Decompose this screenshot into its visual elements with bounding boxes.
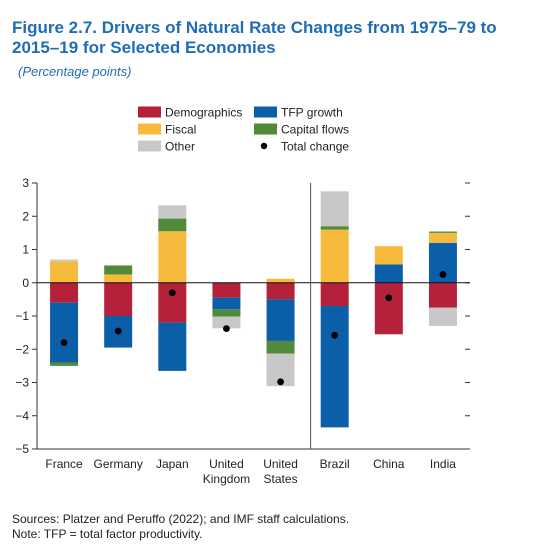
- bar-segment-other: [428, 307, 457, 326]
- y-tick-label: 2: [22, 209, 29, 223]
- bar-segment-capital-flows: [50, 362, 79, 366]
- figure-notes: Sources: Platzer and Peruffo (2022); and…: [12, 512, 532, 542]
- x-category-label: United: [263, 457, 298, 471]
- bar-segment-fiscal: [374, 246, 403, 265]
- y-tick-label: 0: [22, 276, 29, 290]
- x-category-label: Japan: [156, 457, 189, 471]
- legend-swatch-capital-flows: [254, 123, 277, 135]
- total-change-point: [168, 289, 176, 297]
- x-category-label: States: [264, 472, 298, 486]
- bar-segment-demographics: [320, 282, 349, 307]
- sources-note: Sources: Platzer and Peruffo (2022); and…: [12, 512, 350, 526]
- bar-segment-demographics: [428, 282, 457, 308]
- bar-segment-capital-flows: [320, 226, 349, 230]
- x-category-label: Kingdom: [203, 472, 250, 486]
- legend-label-total-change: Total change: [281, 140, 349, 154]
- y-tick-label: −2: [15, 342, 29, 356]
- bar-segment-fiscal: [50, 261, 79, 283]
- figure-title-line-2: 2015–19 for Selected Economies: [12, 38, 276, 57]
- bar-segment-capital-flows: [212, 309, 241, 317]
- legend-swatch-tfp-growth: [254, 106, 277, 118]
- bar-segment-other: [158, 205, 187, 219]
- bar-segment-fiscal: [320, 229, 349, 283]
- bar-segment-tfp-growth: [320, 306, 349, 428]
- bar-segment-fiscal: [158, 231, 187, 283]
- total-change-point: [277, 378, 284, 386]
- y-tick-label: 3: [22, 176, 29, 190]
- bar-segment-fiscal: [428, 232, 457, 243]
- total-change-point: [223, 325, 230, 333]
- x-category-label: India: [430, 457, 456, 471]
- x-category-label: China: [373, 457, 405, 471]
- bar-segment-fiscal: [104, 274, 133, 283]
- legend-label-demographics: Demographics: [165, 106, 242, 120]
- figure-title-line-1: Figure 2.7. Drivers of Natural Rate Chan…: [12, 18, 497, 37]
- legend-label-fiscal: Fiscal: [165, 123, 196, 137]
- bar-segment-capital-flows: [104, 265, 133, 275]
- figure-subtitle: (Percentage points): [18, 64, 132, 79]
- bar-segment-demographics: [212, 282, 241, 298]
- y-tick-label: −4: [15, 409, 29, 423]
- y-tick-label: −1: [15, 309, 29, 323]
- bar-segment-demographics: [50, 282, 79, 303]
- total-change-point: [439, 271, 447, 278]
- legend-marker-total-change: [260, 142, 268, 150]
- bar-segment-tfp-growth: [50, 302, 79, 363]
- total-change-point: [331, 331, 339, 339]
- stacked-bar-chart: Demographics TFP growth Fiscal Capital flow…: [15, 106, 470, 486]
- bar-segment-tfp-growth: [266, 299, 295, 341]
- bar-segment-demographics: [266, 282, 295, 300]
- legend-swatch-fiscal: [138, 123, 161, 135]
- legend-swatch-demographics: [138, 106, 161, 118]
- bar-segment-other: [212, 316, 241, 329]
- bar-segment-capital-flows: [428, 231, 457, 233]
- bar-segment-capital-flows: [266, 340, 295, 354]
- bar-segment-demographics: [158, 282, 187, 323]
- y-tick-label: 1: [22, 243, 29, 257]
- bar-segment-other: [50, 259, 79, 262]
- bar-segment-demographics: [104, 282, 133, 316]
- bar-segment-tfp-growth: [212, 297, 241, 310]
- legend-label-tfp-growth: TFP growth: [281, 106, 343, 120]
- total-change-point: [60, 339, 68, 346]
- y-tick-label: −3: [15, 376, 29, 390]
- bar-segment-fiscal: [266, 278, 295, 283]
- figure-title: Figure 2.7. Drivers of Natural Rate Chan…: [12, 18, 532, 58]
- abbreviation-note: Note: TFP = total factor productivity.: [12, 527, 203, 541]
- bar-segment-tfp-growth: [158, 322, 187, 371]
- bar-segment-other: [320, 191, 349, 227]
- total-change-point: [114, 327, 122, 335]
- x-category-label: United: [209, 457, 244, 471]
- x-category-label: Germany: [94, 457, 143, 471]
- bar-segment-capital-flows: [158, 218, 187, 232]
- total-change-point: [385, 294, 393, 302]
- legend-swatch-other: [138, 140, 161, 152]
- bar-segment-demographics: [374, 282, 403, 335]
- y-tick-label: −5: [15, 442, 29, 456]
- legend-label-capital-flows: Capital flows: [281, 123, 349, 137]
- x-category-label: France: [45, 457, 83, 471]
- bar-segment-tfp-growth: [374, 264, 403, 283]
- legend-label-other: Other: [165, 140, 195, 154]
- x-category-label: Brazil: [320, 457, 350, 471]
